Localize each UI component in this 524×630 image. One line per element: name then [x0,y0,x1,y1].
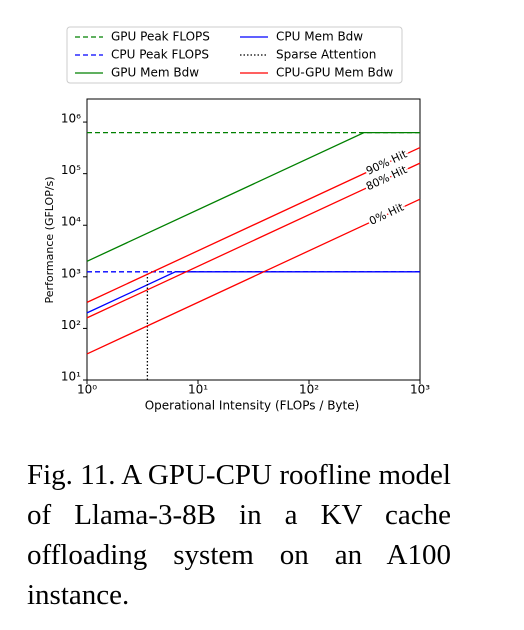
series-line [86,147,421,303]
x-tick-label: 10³ [410,383,430,397]
legend-label: GPU Peak FLOPS [111,30,210,44]
y-tick-label: 10² [61,318,81,332]
x-tick-label: 10¹ [188,383,208,397]
series-line [86,198,421,355]
y-tick-label: 10⁶ [61,112,81,126]
y-tick-label: 10⁴ [61,215,81,229]
legend-label: Sparse Attention [276,48,376,62]
x-tick-label: 10⁰ [77,383,97,397]
series-line [86,162,421,319]
line-annotation: 0% Hit [367,200,406,227]
y-axis-label: Performance (GFLOP/s) [43,176,56,303]
legend-label: CPU-GPU Mem Bdw [276,66,393,80]
series-line [86,271,420,314]
y-tick-label: 10³ [61,266,81,280]
series-line [86,131,420,262]
x-tick-label: 10² [299,383,319,397]
legend-box [66,26,403,84]
legend-label: GPU Mem Bdw [111,66,199,80]
chart: Operational Intensity (FLOPs / Byte) Per… [43,26,430,413]
y-tick-label: 10⁵ [61,163,81,177]
x-axis-label: Operational Intensity (FLOPs / Byte) [145,399,360,413]
legend-label: CPU Mem Bdw [276,30,363,44]
y-tick-label: 10¹ [61,370,81,384]
plot-frame [86,98,421,381]
legend-label: CPU Peak FLOPS [111,48,209,62]
caption: Fig. 11. A GPU-CPU roofline model of Lla… [27,459,451,611]
